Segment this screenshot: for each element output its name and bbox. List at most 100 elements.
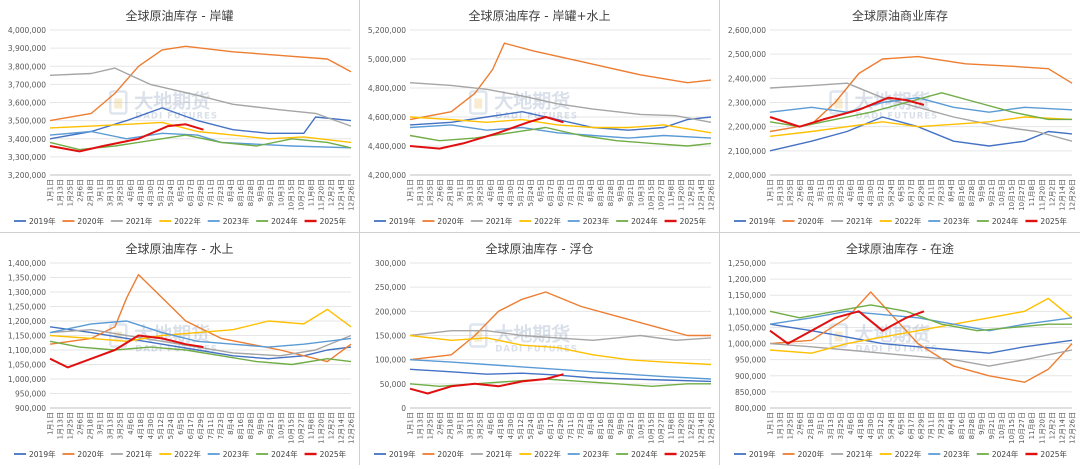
x-tick-label: 6月17日 — [907, 179, 915, 206]
y-tick-label: 1,100,000 — [8, 346, 46, 355]
x-tick-label: 4月30日 — [147, 412, 155, 439]
y-tick-label: 250,000 — [375, 283, 406, 292]
x-tick-label: 3月25日 — [477, 179, 485, 206]
x-tick-label: 2月6日 — [77, 179, 85, 202]
x-tick-label: 6月5日 — [897, 179, 905, 202]
x-tick-label: 4月30日 — [507, 412, 515, 439]
x-tick-label: 1月13日 — [417, 179, 425, 206]
series-line-2023 — [769, 310, 1073, 332]
legend-label: 2025年 — [320, 449, 347, 459]
x-tick-label: 10月3日 — [277, 179, 285, 206]
series-line-2023 — [49, 320, 352, 348]
x-tick-label: 9月21日 — [267, 179, 275, 206]
watermark-text: DADI FUTURES — [135, 112, 218, 122]
x-tick-label: 8月28日 — [247, 179, 255, 206]
x-tick-label: 3月1日 — [457, 179, 465, 202]
x-tick-label: 10月27日 — [657, 179, 665, 211]
x-tick-label: 10月15日 — [647, 179, 655, 211]
legend-label: 2019年 — [389, 449, 416, 459]
legend-label: 2025年 — [680, 449, 707, 459]
x-tick-label: 3月25日 — [837, 179, 845, 206]
y-tick-label: 800,000 — [735, 404, 766, 413]
y-tick-label: 3,300,000 — [8, 153, 46, 162]
x-tick-label: 6月29日 — [197, 412, 205, 439]
legend-label: 2019年 — [29, 216, 56, 226]
x-tick-label: 3月1日 — [457, 412, 465, 435]
chart-svg: 全球原油商业库存 2,000,000 2,100,000 2,200,000 2,300… — [728, 8, 1077, 226]
x-tick-label: 5月12日 — [877, 179, 885, 206]
x-tick-label: 11月20日 — [1038, 179, 1046, 211]
x-tick-label: 1月25日 — [67, 179, 75, 206]
x-tick-label: 9月9日 — [617, 412, 625, 435]
logo-shape — [474, 98, 483, 109]
x-tick-label: 8月4日 — [948, 179, 956, 202]
y-tick-label: 150,000 — [375, 332, 406, 341]
x-tick-label: 5月24日 — [887, 179, 895, 206]
series-line-2025 — [769, 310, 925, 345]
series-line-2025 — [49, 334, 204, 369]
x-tick-label: 12月26日 — [1069, 412, 1077, 444]
x-tick-label: 6月29日 — [197, 179, 205, 206]
x-tick-label: 1月13日 — [777, 412, 785, 439]
legend-label: 2019年 — [389, 216, 416, 226]
y-tick-label: 2,000,000 — [728, 171, 766, 180]
series-line-2019 — [409, 111, 712, 131]
y-tick-label: 2,100,000 — [728, 147, 766, 156]
x-tick-label: 9月9日 — [257, 412, 265, 435]
x-tick-label: 7月11日 — [207, 179, 215, 206]
x-tick-label: 12月14日 — [337, 412, 345, 444]
legend-label: 2020年 — [77, 216, 104, 226]
legend-label: 2019年 — [29, 449, 56, 459]
x-tick-label: 1月1日 — [767, 179, 775, 202]
x-tick-label: 7月23日 — [217, 412, 225, 439]
chart-title: 全球原油库存 - 水上 — [126, 241, 234, 256]
logo-shape — [114, 98, 123, 109]
legend-label: 2023年 — [583, 216, 610, 226]
x-tick-label: 3月25日 — [477, 412, 485, 439]
x-tick-label: 3月1日 — [817, 412, 825, 435]
y-tick-label: 1,250,000 — [728, 259, 766, 268]
x-tick-label: 8月28日 — [607, 412, 615, 439]
watermark-text: DADI FUTURES — [856, 112, 939, 122]
x-tick-label: 12月2日 — [687, 412, 695, 439]
series-line-2023 — [769, 97, 1073, 113]
x-tick-label: 3月1日 — [97, 179, 105, 202]
x-tick-label: 3月1日 — [817, 179, 825, 202]
x-tick-label: 11月20日 — [1038, 412, 1046, 444]
x-tick-label: 1月13日 — [777, 179, 785, 206]
x-tick-label: 4月30日 — [867, 179, 875, 206]
y-tick-label: 2,200,000 — [728, 123, 766, 132]
legend-label: 2025年 — [1040, 449, 1067, 459]
x-tick-label: 10月27日 — [297, 179, 305, 211]
y-tick-label: 1,400,000 — [8, 259, 46, 268]
series-line-2024 — [409, 126, 712, 147]
x-tick-label: 1月25日 — [427, 179, 435, 206]
x-tick-label: 3月25日 — [117, 412, 125, 439]
x-tick-label: 6月29日 — [557, 179, 565, 206]
x-tick-label: 11月8日 — [1028, 179, 1036, 206]
series-line-2019 — [49, 107, 352, 140]
y-tick-label: 4,200,000 — [368, 171, 406, 180]
y-tick-label: 1,050,000 — [728, 323, 766, 332]
x-tick-label: 6月17日 — [547, 179, 555, 206]
legend-label: 2020年 — [798, 216, 825, 226]
x-tick-label: 3月13日 — [107, 412, 115, 439]
watermark-text: DADI FUTURES — [495, 345, 578, 355]
x-tick-label: 7月23日 — [577, 412, 585, 439]
y-tick-label: 1,300,000 — [8, 288, 46, 297]
x-tick-label: 10月27日 — [1018, 412, 1026, 444]
x-tick-label: 10月27日 — [657, 412, 665, 444]
x-tick-label: 2月6日 — [437, 412, 445, 435]
x-tick-label: 1月1日 — [47, 412, 55, 435]
x-tick-label: 9月9日 — [617, 179, 625, 202]
x-tick-label: 6月5日 — [897, 412, 905, 435]
y-tick-label: 900,000 — [735, 372, 766, 381]
series-line-2022 — [49, 308, 352, 342]
x-tick-label: 1月13日 — [57, 179, 65, 206]
logo-shape — [834, 98, 843, 109]
x-tick-label: 8月16日 — [958, 179, 966, 206]
watermark-text: 大地期货 — [494, 323, 570, 346]
x-tick-label: 8月16日 — [958, 412, 966, 439]
x-tick-label: 3月25日 — [837, 412, 845, 439]
